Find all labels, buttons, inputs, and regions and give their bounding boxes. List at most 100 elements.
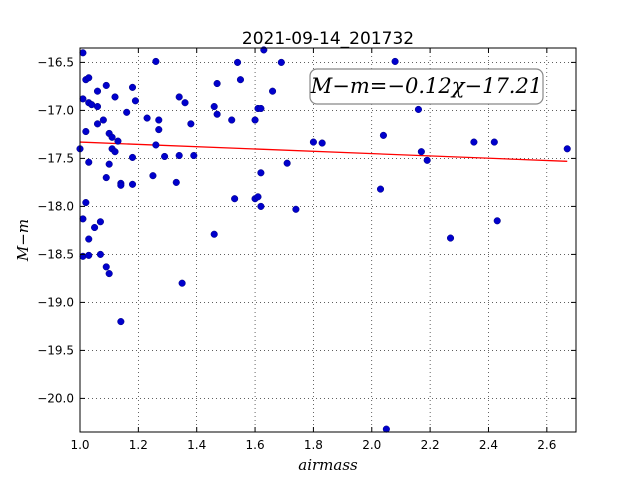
data-point xyxy=(172,178,180,186)
data-point xyxy=(152,141,160,149)
y-tick-label: −16.5 xyxy=(37,55,74,69)
data-point xyxy=(563,145,571,153)
data-point xyxy=(96,250,104,258)
plot-frame xyxy=(79,47,577,433)
x-tick-label: 2.4 xyxy=(479,438,498,452)
x-tick-label: 1.6 xyxy=(246,438,265,452)
plot-area: 1.0 1.2 1.4 1.6 1.8 2.0 2.2 2.4 2.6 −16.5−17.0−1… xyxy=(37,46,577,452)
x-tick-label: 1.4 xyxy=(187,438,206,452)
data-point xyxy=(257,169,265,177)
data-point xyxy=(111,93,119,101)
x-axis-label: airmass xyxy=(298,456,358,474)
data-point xyxy=(213,79,221,88)
data-point xyxy=(123,108,131,116)
data-point xyxy=(210,230,218,238)
data-point xyxy=(149,172,157,180)
data-point xyxy=(114,137,122,145)
plot-background xyxy=(80,48,576,432)
data-points xyxy=(76,46,571,433)
fit-line-group xyxy=(79,141,568,162)
data-point xyxy=(152,57,160,65)
y-tick-labels: −16.5 −17.0 −17.5 −18.0 −18.5 −19.0 −19.5 −20.0 xyxy=(37,55,74,405)
data-point xyxy=(379,131,387,139)
data-point xyxy=(161,152,169,161)
x-tick-labels: 1.0 1.2 1.4 1.6 1.8 2.0 2.2 2.4 2.6 xyxy=(70,438,556,452)
y-tick-label: −18.5 xyxy=(37,247,74,261)
data-point xyxy=(128,153,137,161)
data-point xyxy=(105,160,113,168)
data-point xyxy=(102,174,110,182)
data-point xyxy=(79,49,87,57)
x-tick-label: 2.6 xyxy=(537,438,556,452)
data-point xyxy=(93,103,102,111)
data-point xyxy=(493,217,501,225)
axis-ticks xyxy=(79,48,576,432)
data-point xyxy=(178,279,186,287)
data-point xyxy=(175,93,183,101)
fit-line xyxy=(79,141,568,162)
data-point xyxy=(91,223,99,232)
annotation-box xyxy=(309,68,544,105)
y-tick-label: −19.5 xyxy=(37,343,74,357)
data-point xyxy=(128,83,137,91)
y-tick-label: −17.0 xyxy=(37,103,74,117)
data-point xyxy=(181,99,189,107)
data-point xyxy=(93,87,102,95)
data-point xyxy=(96,218,104,226)
data-point xyxy=(292,205,300,213)
y-axis-label: M−m xyxy=(14,219,32,262)
data-point xyxy=(108,133,116,141)
y-tick-label: −18.0 xyxy=(37,199,74,213)
data-point xyxy=(423,156,431,164)
data-point xyxy=(102,263,110,271)
data-point xyxy=(131,97,139,105)
y-tick-label: −20.0 xyxy=(37,391,74,405)
data-point xyxy=(283,159,291,167)
chart-title: 2021-09-14_201732 xyxy=(242,29,414,49)
x-tick-label: 1.8 xyxy=(304,438,323,452)
data-point xyxy=(111,148,119,156)
x-tick-label: 2.0 xyxy=(362,438,381,452)
data-point xyxy=(490,138,498,146)
data-point xyxy=(257,202,265,210)
annotation-text: M−m=−0.12χ−17.21 xyxy=(310,74,542,98)
data-point xyxy=(175,151,183,160)
data-point xyxy=(155,116,163,124)
data-point xyxy=(85,158,93,166)
data-point xyxy=(414,105,422,113)
y-tick-label: −17.5 xyxy=(37,151,74,165)
data-point xyxy=(99,116,107,124)
data-point xyxy=(105,270,113,278)
data-point xyxy=(155,126,163,134)
data-point xyxy=(93,120,102,128)
equation-annotation: M−m=−0.12χ−17.21 xyxy=(309,68,544,105)
data-point xyxy=(85,235,93,243)
data-point xyxy=(143,114,151,122)
data-point xyxy=(190,151,198,160)
y-tick-label: −19.0 xyxy=(37,295,74,309)
x-tick-label: 1.0 xyxy=(70,438,89,452)
data-point xyxy=(85,74,93,82)
grid-lines xyxy=(79,48,576,432)
data-point xyxy=(213,110,221,118)
data-point xyxy=(269,87,277,95)
data-point xyxy=(318,139,326,147)
data-point xyxy=(470,138,478,146)
data-point xyxy=(382,425,390,433)
data-point xyxy=(82,127,90,136)
data-point xyxy=(254,193,262,201)
data-point xyxy=(277,58,285,66)
data-point xyxy=(251,116,259,124)
data-point xyxy=(446,234,455,242)
data-point xyxy=(228,116,236,124)
data-point xyxy=(79,215,87,223)
data-point xyxy=(210,103,218,111)
data-point xyxy=(117,181,125,189)
data-point xyxy=(231,195,239,203)
data-point xyxy=(309,138,317,146)
data-point xyxy=(82,199,90,207)
data-point xyxy=(187,120,195,128)
data-point xyxy=(85,251,93,259)
data-point xyxy=(376,185,385,193)
